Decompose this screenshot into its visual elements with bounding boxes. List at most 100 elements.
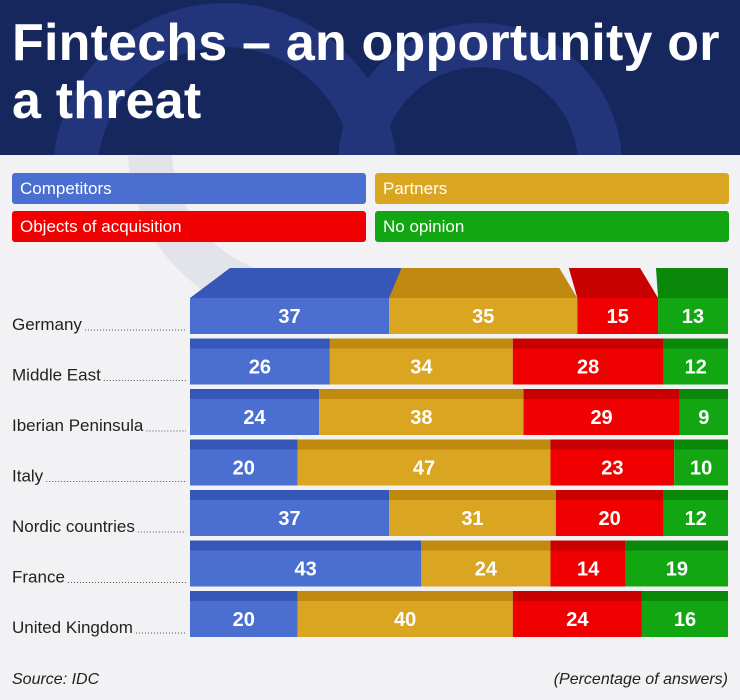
bar-top-objects-of-acquisition bbox=[568, 268, 659, 298]
legend-item-no-opinion: No opinion bbox=[375, 211, 729, 242]
bar-shelf-competitors bbox=[190, 389, 320, 399]
bar-segment-no-opinion bbox=[674, 449, 728, 486]
data-label: 10 bbox=[690, 458, 712, 480]
source-note: Source: IDC bbox=[12, 671, 100, 688]
category-label-germany: Germany bbox=[12, 315, 82, 334]
data-label: 28 bbox=[577, 357, 599, 379]
bar-top-partners bbox=[389, 268, 578, 298]
data-label: 15 bbox=[607, 306, 629, 328]
bar-segment-partners bbox=[297, 601, 513, 637]
category-label-united-kingdom: United Kingdom bbox=[12, 618, 133, 637]
data-label: 38 bbox=[410, 407, 432, 429]
bar-segment-objects-of-acquisition bbox=[512, 348, 664, 385]
header-decoration bbox=[54, 3, 622, 155]
bar-segment-competitors bbox=[190, 348, 330, 385]
bar-segment-objects-of-acquisition bbox=[550, 550, 626, 587]
unit-note: (Percentage of answers) bbox=[553, 671, 728, 688]
data-label: 19 bbox=[666, 559, 688, 581]
data-label: 24 bbox=[243, 407, 266, 429]
bar-shelf-partners bbox=[297, 439, 551, 450]
data-label: 16 bbox=[674, 609, 696, 631]
data-label: 34 bbox=[410, 357, 433, 379]
bar-segment-competitors bbox=[190, 601, 298, 637]
data-label: 12 bbox=[685, 357, 707, 379]
bar-segment-no-opinion bbox=[663, 348, 728, 385]
legend-label: Objects of acquisition bbox=[20, 217, 182, 236]
data-label: 20 bbox=[599, 508, 621, 530]
data-label: 20 bbox=[233, 609, 255, 631]
category-label-france: France bbox=[12, 568, 65, 587]
legend-item-partners: Partners bbox=[375, 173, 729, 204]
category-label-iberian-peninsula: Iberian Peninsula bbox=[12, 416, 144, 435]
data-label: 29 bbox=[590, 407, 612, 429]
bar-shelf-competitors bbox=[190, 490, 390, 500]
bar-shelf-objects-of-acquisition bbox=[523, 389, 680, 399]
bar-shelf-no-opinion bbox=[663, 338, 728, 349]
legend-label: Partners bbox=[383, 179, 448, 198]
bar-segment-partners bbox=[421, 550, 551, 587]
bar-segment-objects-of-acquisition bbox=[523, 399, 680, 435]
bar-shelf-competitors bbox=[190, 439, 298, 450]
bar-shelf-competitors bbox=[190, 540, 422, 551]
bar-segment-competitors bbox=[190, 449, 298, 486]
bar-segment-objects-of-acquisition bbox=[577, 298, 659, 334]
category-label-italy: Italy bbox=[12, 467, 44, 486]
bar-shelf-no-opinion bbox=[679, 389, 728, 399]
header-banner: Fintechs – an opportunity or a threat bbox=[0, 0, 740, 155]
bar-segment-partners bbox=[297, 449, 551, 486]
bar-shelf-partners bbox=[389, 490, 556, 500]
bar-segment-partners bbox=[389, 500, 556, 536]
bar-shelf-no-opinion bbox=[625, 540, 728, 551]
bar-shelf-objects-of-acquisition bbox=[512, 338, 664, 349]
category-label-middle-east: Middle East bbox=[12, 366, 101, 385]
legend-label: Competitors bbox=[20, 179, 112, 198]
data-label: 24 bbox=[475, 559, 498, 581]
legend-item-objects-of-acquisition: Objects of acquisition bbox=[12, 211, 366, 242]
legend-label: No opinion bbox=[383, 217, 465, 236]
data-label: 24 bbox=[566, 609, 589, 631]
bar-segment-competitors bbox=[190, 298, 390, 334]
bar-shelf-objects-of-acquisition bbox=[555, 490, 664, 500]
bar-segment-objects-of-acquisition bbox=[555, 500, 664, 536]
category-label-nordic-countries: Nordic countries bbox=[12, 517, 135, 536]
bar-segment-no-opinion bbox=[658, 298, 728, 334]
data-label: 14 bbox=[577, 559, 600, 581]
bar-top-competitors bbox=[190, 268, 408, 298]
bar-segment-no-opinion bbox=[663, 500, 728, 536]
bar-segment-objects-of-acquisition bbox=[550, 449, 675, 486]
page-title: Fintechs – an opportunity or a threat bbox=[12, 14, 720, 130]
bar-segment-competitors bbox=[190, 399, 320, 435]
bar-shelf-competitors bbox=[190, 591, 298, 601]
bar-segment-partners bbox=[319, 399, 524, 435]
data-label: 23 bbox=[601, 458, 623, 480]
bar-shelf-partners bbox=[319, 389, 524, 399]
data-label: 13 bbox=[682, 306, 704, 328]
bar-shelf-objects-of-acquisition bbox=[512, 591, 642, 601]
bar-segment-competitors bbox=[190, 550, 422, 587]
bar-shelf-objects-of-acquisition bbox=[550, 540, 626, 551]
bar-shelf-partners bbox=[297, 591, 513, 601]
data-label: 31 bbox=[461, 508, 483, 530]
bar-segment-no-opinion bbox=[625, 550, 728, 587]
bar-segment-partners bbox=[329, 348, 513, 385]
data-label: 26 bbox=[249, 357, 271, 379]
bar-shelf-no-opinion bbox=[663, 490, 728, 500]
bar-shelf-objects-of-acquisition bbox=[550, 439, 675, 450]
data-label: 9 bbox=[698, 407, 709, 429]
data-label: 43 bbox=[295, 559, 317, 581]
bar-shelf-competitors bbox=[190, 338, 330, 349]
bar-segment-objects-of-acquisition bbox=[512, 601, 642, 637]
bar-shelf-partners bbox=[421, 540, 551, 551]
bar-segment-no-opinion bbox=[679, 399, 728, 435]
bar-segment-competitors bbox=[190, 500, 390, 536]
bar-shelf-partners bbox=[329, 338, 513, 349]
data-label: 12 bbox=[685, 508, 707, 530]
data-label: 40 bbox=[394, 609, 416, 631]
bar-shelf-no-opinion bbox=[641, 591, 728, 601]
data-label: 37 bbox=[278, 508, 300, 530]
bar-segment-partners bbox=[389, 298, 578, 334]
data-label: 20 bbox=[233, 458, 255, 480]
bar-top-no-opinion bbox=[655, 268, 728, 298]
data-label: 47 bbox=[413, 458, 435, 480]
